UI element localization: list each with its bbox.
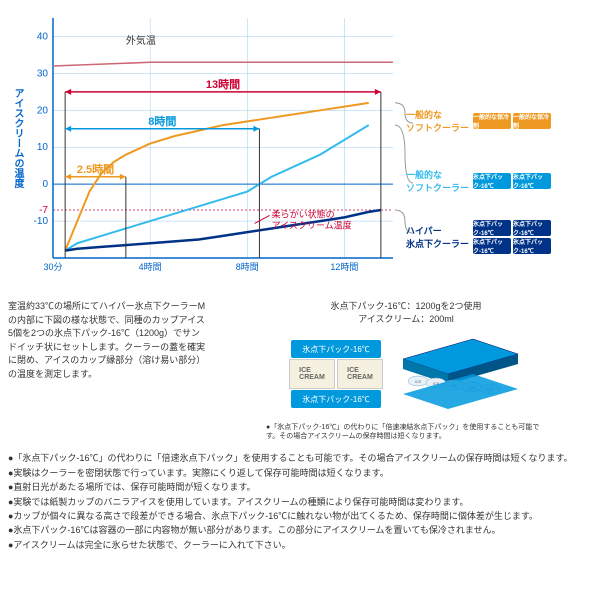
setup-note: ●「氷点下パック-16℃」の代わりに「倍速凍結氷点下パック」を使用することも可能…	[266, 423, 546, 441]
bottom-pack: 氷点下パック-16℃	[291, 390, 381, 408]
svg-text:13時間: 13時間	[206, 77, 240, 91]
pack-icon: 氷点下パック-16℃	[473, 173, 511, 189]
pack-icon: 一般的な保冷剤	[513, 113, 551, 129]
setup-front-view: 氷点下パック-16℃ ICECREAM ICECREAM 氷点下パック-16℃	[289, 340, 383, 408]
legend-label: 一般的なソフトクーラー	[406, 108, 469, 134]
setup-diagram: 氷点下パック-16℃：1200gを2つ使用アイスクリーム：200ml 氷点下パッ…	[220, 300, 592, 441]
pack-icon: 氷点下パック-16℃	[513, 173, 551, 189]
svg-text:柔らかい状態の: 柔らかい状態の	[272, 208, 335, 219]
svg-text:8時間: 8時間	[148, 114, 176, 128]
ice-cream-icon: ICECREAM	[337, 359, 383, 389]
pack-icon: 氷点下パック-16℃	[473, 220, 511, 236]
note-item: ●実験では紙製カップのバニラアイスを使用しています。アイスクリームの種類により保…	[8, 495, 592, 509]
legend-packs: 一般的な保冷剤一般的な保冷剤	[473, 113, 551, 129]
svg-text:アイスクリーム温度: アイスクリーム温度	[272, 219, 352, 230]
middle-section: 室温約33℃の場所にてハイパー氷点下クーラーMの内部に下図の様な状態で、同種のカ…	[8, 300, 592, 441]
svg-text:8時間: 8時間	[236, 262, 259, 272]
legend-packs: 氷点下パック-16℃氷点下パック-16℃氷点下パック-16℃氷点下パック-16℃	[473, 220, 551, 254]
svg-text:30: 30	[37, 68, 49, 79]
note-item: ●実験はクーラーを密閉状態で行っています。実際にくり返して保存可能時間は短くなり…	[8, 466, 592, 480]
svg-text:20: 20	[37, 105, 49, 116]
notes-list: ●「氷点下パック-16℃」の代わりに「倍速氷点下パック」を使用することも可能です…	[8, 451, 592, 552]
svg-text:40: 40	[37, 31, 49, 42]
pack-icon: 氷点下パック-16℃	[513, 220, 551, 236]
note-item: ●「氷点下パック-16℃」の代わりに「倍速氷点下パック」を使用することも可能です…	[8, 451, 592, 465]
svg-text:12時間: 12時間	[330, 262, 358, 272]
legend-0: 一般的なソフトクーラー一般的な保冷剤一般的な保冷剤	[406, 108, 551, 134]
setup-iso-view: ICEICEICEICEICE	[393, 329, 523, 419]
experiment-description: 室温約33℃の場所にてハイパー氷点下クーラーMの内部に下図の様な状態で、同種のカ…	[8, 300, 208, 381]
svg-text:ICE: ICE	[415, 379, 422, 384]
svg-text:-7: -7	[39, 205, 48, 216]
legend-1: 一般的なソフトクーラー氷点下パック-16℃氷点下パック-16℃	[406, 168, 551, 194]
svg-text:2.5時間: 2.5時間	[77, 162, 114, 176]
pack-icon: 氷点下パック-16℃	[473, 238, 511, 254]
ice-cream-icon: ICECREAM	[289, 359, 335, 389]
note-item: ●氷点下パック-16℃は容器の一部に内容物が無い部分があります。この部分にアイス…	[8, 523, 592, 537]
legend-2: ハイパー氷点下クーラー氷点下パック-16℃氷点下パック-16℃氷点下パック-16…	[406, 220, 551, 254]
chart-container: アイスクリームの温度 -100102030404時間8時間12時間-730分外気…	[8, 8, 588, 288]
note-item: ●アイスクリームは完全に氷らせた状態で、クーラーに入れて下さい。	[8, 538, 592, 552]
svg-text:4時間: 4時間	[139, 262, 162, 272]
svg-text:-10: -10	[34, 216, 49, 227]
svg-text:30分: 30分	[43, 262, 62, 272]
legend-label: 一般的なソフトクーラー	[406, 168, 469, 194]
svg-text:0: 0	[42, 179, 48, 190]
note-item: ●直射日光があたる場所では、保存可能時間が短くなります。	[8, 480, 592, 494]
note-item: ●カップが個々に異なる高さで段差ができる場合、氷点下パック-16℃に触れない物が…	[8, 509, 592, 523]
setup-title: 氷点下パック-16℃：1200gを2つ使用アイスクリーム：200ml	[330, 300, 481, 325]
top-pack: 氷点下パック-16℃	[291, 340, 381, 358]
legend-packs: 氷点下パック-16℃氷点下パック-16℃	[473, 173, 551, 189]
pack-icon: 氷点下パック-16℃	[513, 238, 551, 254]
pack-icon: 一般的な保冷剤	[473, 113, 511, 129]
svg-text:外気温: 外気温	[126, 34, 156, 47]
svg-text:10: 10	[37, 142, 49, 153]
legend-label: ハイパー氷点下クーラー	[406, 224, 469, 250]
